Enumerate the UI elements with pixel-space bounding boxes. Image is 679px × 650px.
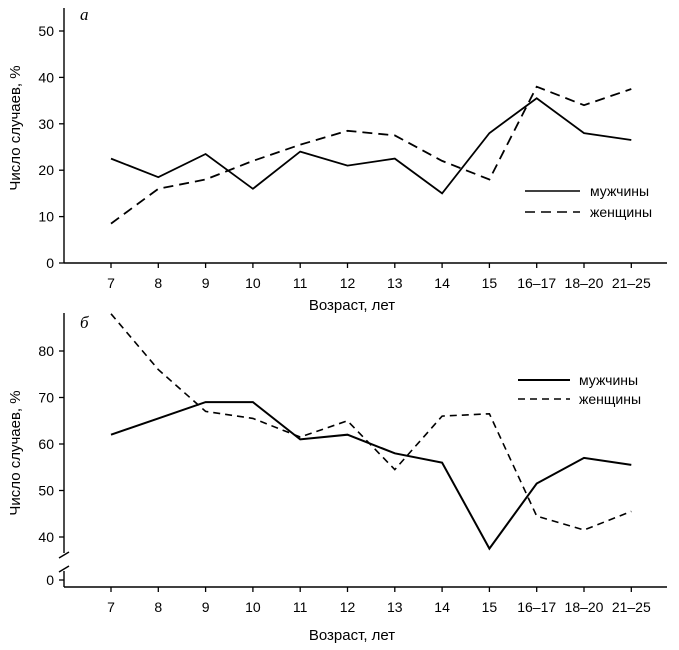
x-tick-label-b: 13 (387, 599, 403, 615)
legend-b: мужчины женщины (518, 372, 641, 407)
axis-break-mark-top (58, 551, 70, 559)
x-tick-label-b: 11 (293, 599, 308, 615)
x-tick-label-a: 21–25 (612, 275, 651, 291)
y-tick-label-b: 50 (38, 483, 54, 499)
x-axis-label-b: Возраст, лет (309, 627, 395, 644)
panel-label-a: а (80, 5, 89, 24)
x-tick-label-b: 8 (154, 599, 162, 615)
x-axis-label-a: Возраст, лет (309, 297, 395, 314)
panel-label-b: б (80, 313, 89, 332)
x-tick-label-a: 18–20 (565, 275, 604, 291)
y-tick-label-a: 40 (38, 69, 54, 85)
chart-panel-b: б Число случаев, % Возраст, лет 0 40 50 60 7… (7, 313, 667, 644)
x-tick-label-b: 16–17 (517, 599, 556, 615)
x-tick-label-a: 11 (293, 275, 308, 291)
line-series-women-a (110, 85, 632, 225)
y-tick-label-b: 80 (38, 343, 54, 359)
legend-label-men-b: мужчины (579, 372, 638, 388)
x-tick-label-a: 8 (154, 275, 162, 291)
legend-label-women-a: женщины (590, 204, 652, 220)
y-tick-label-b: 40 (38, 529, 54, 545)
x-tick-label-a: 15 (482, 275, 498, 291)
x-tick-label-b: 21–25 (612, 599, 651, 615)
x-tick-label-b: 12 (340, 599, 356, 615)
legend-label-women-b: женщины (579, 391, 641, 407)
x-tick-label-b: 15 (482, 599, 498, 615)
y-tick-label-a: 50 (38, 23, 54, 39)
y-axis-label-b: Число случаев, % (7, 390, 24, 515)
y-tick-label-b: 60 (38, 436, 54, 452)
y-tick-label-a: 0 (46, 255, 54, 271)
x-tick-label-a: 14 (434, 275, 450, 291)
x-tick-label-a: 12 (340, 275, 356, 291)
y-tick-label-b: 70 (38, 390, 54, 406)
x-tick-label-a: 10 (245, 275, 261, 291)
x-tick-label-a: 7 (107, 275, 115, 291)
legend-a: мужчины женщины (525, 183, 652, 220)
y-tick-label-a: 30 (38, 116, 54, 132)
y-tick-label-a: 10 (38, 209, 54, 225)
x-tick-label-a: 13 (387, 275, 403, 291)
line-series-men-b (110, 401, 632, 551)
y-tick-label-b: 0 (46, 572, 54, 588)
x-tick-label-b: 18–20 (565, 599, 604, 615)
legend-label-men-a: мужчины (590, 183, 649, 199)
x-tick-label-a: 9 (202, 275, 210, 291)
x-tick-label-a: 16–17 (517, 275, 556, 291)
x-tick-label-b: 14 (434, 599, 450, 615)
line-series-men-a (110, 97, 632, 195)
chart-panel-a: а Число случаев, % Возраст, лет 0 10 20 30 4… (7, 5, 667, 314)
axis-break-mark-bottom (58, 565, 70, 573)
y-tick-label-a: 20 (38, 162, 54, 178)
x-tick-label-b: 7 (107, 599, 115, 615)
x-tick-label-b: 9 (202, 599, 210, 615)
line-series-women-b (110, 313, 632, 531)
y-axis-label-a: Число случаев, % (7, 65, 24, 190)
x-tick-label-b: 10 (245, 599, 261, 615)
